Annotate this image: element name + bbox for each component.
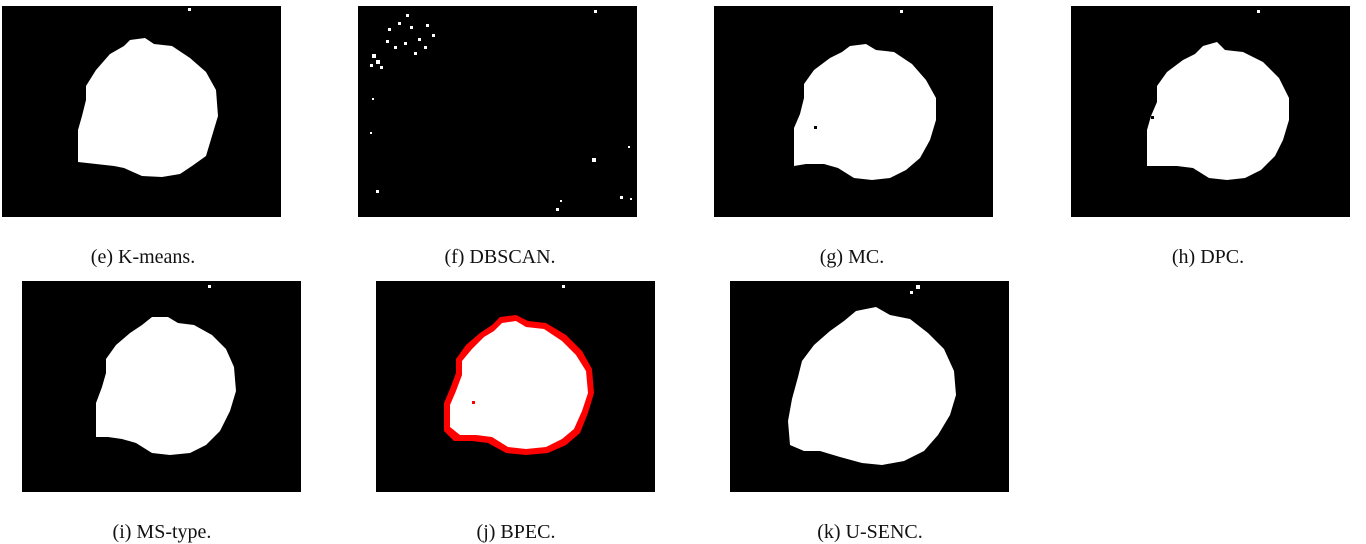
panel-bpec xyxy=(376,281,655,492)
panel-u-senc xyxy=(730,281,1009,492)
caption-bpec: (j) BPEC. xyxy=(476,521,556,543)
ms-type-segmentation-image xyxy=(96,285,236,455)
mc-segmentation-image xyxy=(794,10,936,180)
panel-dbscan xyxy=(358,6,637,217)
panel-kmeans xyxy=(2,6,281,217)
dbscan-segmentation-image xyxy=(370,10,632,211)
u-senc-segmentation-image xyxy=(788,285,956,465)
caption-kmeans: (e) K-means. xyxy=(90,246,196,268)
caption-dpc: (h) DPC. xyxy=(1171,246,1245,268)
kmeans-segmentation-image xyxy=(78,8,218,177)
caption-u-senc: (k) U-SENC. xyxy=(817,521,923,543)
panel-ms-type xyxy=(22,281,301,492)
caption-ms-type: (i) MS-type. xyxy=(112,521,212,543)
bpec-segmentation-image xyxy=(444,285,594,455)
panel-dpc xyxy=(1071,6,1350,217)
panel-mc xyxy=(714,6,993,217)
dpc-segmentation-image xyxy=(1147,10,1289,180)
caption-mc: (g) MC. xyxy=(819,246,885,268)
caption-dbscan: (f) DBSCAN. xyxy=(444,246,556,268)
